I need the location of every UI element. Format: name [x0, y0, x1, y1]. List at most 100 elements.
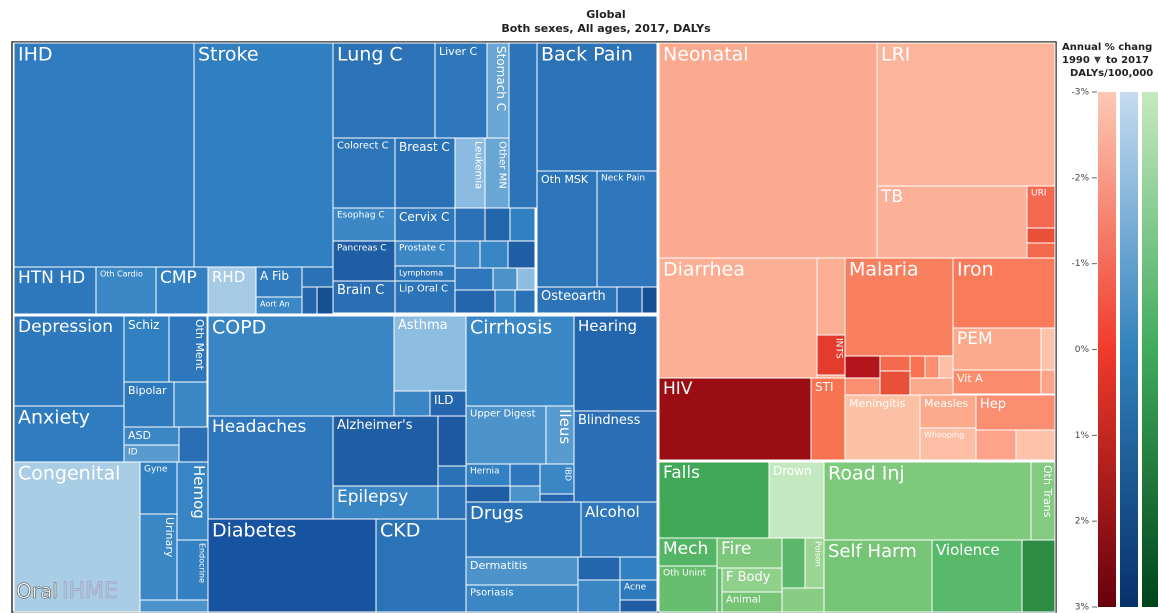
cell	[332, 207, 396, 242]
cell	[716, 537, 783, 569]
cell-label: Neck Pain	[601, 174, 645, 184]
cell-label: Violence	[936, 541, 1000, 559]
cell	[975, 394, 1056, 431]
cell	[577, 579, 621, 613]
cell-label: Road Inj	[828, 463, 905, 485]
cell	[879, 355, 911, 372]
cell	[816, 257, 846, 336]
cell	[1040, 369, 1056, 395]
cell-label: Cervix C	[399, 210, 449, 224]
cell-label: Stroke	[198, 44, 259, 66]
cell	[465, 584, 579, 613]
cell	[952, 257, 1056, 329]
cell	[394, 207, 456, 242]
cell-label: INTS	[833, 338, 843, 359]
cell	[393, 315, 467, 392]
cell	[658, 377, 812, 461]
cell-label: IBD	[563, 467, 572, 481]
cell-label: HIV	[663, 379, 693, 399]
legend-tick-label: -1%	[1071, 259, 1089, 269]
cell	[909, 355, 926, 379]
cell	[508, 42, 538, 209]
cells: IHD Stroke HTN HD Oth Cardio CMP RHD A Fib Aort…	[13, 42, 1056, 613]
cell-label: Psoriasis	[470, 587, 513, 598]
cell-label: Hep	[980, 397, 1006, 412]
cell-label: RHD	[212, 268, 245, 286]
cell-label: Diabetes	[212, 520, 296, 542]
cell-label: Congenital	[18, 463, 120, 485]
cell	[301, 286, 318, 315]
title: Global	[586, 8, 625, 21]
cell	[484, 137, 510, 209]
cell-label: Lip Oral C	[399, 283, 448, 294]
cell	[13, 42, 195, 268]
cell	[1040, 327, 1056, 371]
cell	[781, 587, 825, 613]
cell	[207, 518, 377, 613]
cell	[139, 513, 178, 601]
cell	[919, 427, 977, 461]
cell	[479, 240, 509, 269]
cell	[507, 240, 536, 269]
cell-label: Alzheimer's	[337, 418, 413, 433]
cell	[844, 257, 954, 357]
cell	[1026, 185, 1056, 229]
cell	[619, 556, 658, 581]
cell	[437, 485, 467, 520]
cell-label: Headaches	[212, 417, 306, 437]
cell-label: Falls	[663, 463, 700, 483]
legend-arrow[interactable]: ▼	[1094, 56, 1101, 66]
cell-label: Mech	[663, 539, 708, 559]
cell-label: Breast C	[399, 140, 450, 154]
cell-label: Brain C	[337, 283, 384, 298]
cell-label: LRI	[881, 44, 910, 66]
cell	[616, 286, 643, 314]
cell-label: Drown	[773, 464, 812, 478]
cell	[301, 266, 334, 288]
cell	[207, 266, 257, 315]
cell-label: Neonatal	[663, 44, 749, 66]
cell	[255, 266, 303, 298]
cell	[465, 315, 575, 407]
legend-title: Annual % chang	[1062, 42, 1152, 53]
cell	[332, 42, 436, 139]
cell-label: URI	[1031, 189, 1047, 199]
legend-tick-label: -3%	[1071, 88, 1089, 98]
cell	[316, 286, 334, 315]
cell-label: Cirrhosis	[470, 317, 552, 339]
cell	[844, 394, 921, 461]
cell	[437, 415, 467, 467]
cell	[393, 390, 431, 417]
cell-label: Animal	[726, 594, 761, 605]
cell-label: Gyne	[144, 465, 168, 475]
cell-label: PEM	[957, 329, 993, 349]
cell-label: CMP	[160, 268, 197, 288]
cell-label: Colorect C	[337, 140, 389, 151]
cell-label: Poison	[813, 541, 822, 567]
cell-label: Hernia	[470, 467, 500, 477]
cell-label: COPD	[212, 317, 266, 339]
cell	[484, 207, 511, 242]
cell	[332, 415, 439, 487]
cell	[207, 415, 334, 520]
cell-label: Schiz	[128, 318, 159, 332]
cell	[454, 267, 494, 291]
cell	[573, 315, 658, 412]
legend-tick-label: 2%	[1075, 517, 1090, 527]
cell-label: Measles	[924, 397, 969, 410]
cell-label: Osteoarth	[541, 289, 606, 304]
cell	[919, 394, 977, 429]
cell	[509, 485, 541, 503]
cell	[658, 461, 770, 539]
cell-label: Alcohol	[585, 503, 640, 521]
cell-label: Hearing	[578, 317, 637, 335]
cell	[509, 207, 536, 242]
cell	[437, 465, 467, 487]
cell-label: Fire	[721, 539, 751, 559]
cell-label: Hemog	[190, 465, 208, 519]
cell-label: Prostate C	[399, 244, 445, 254]
cell	[1015, 429, 1056, 461]
cell	[13, 405, 125, 463]
cell	[545, 405, 575, 465]
legend-tick-label: -2%	[1071, 173, 1089, 183]
